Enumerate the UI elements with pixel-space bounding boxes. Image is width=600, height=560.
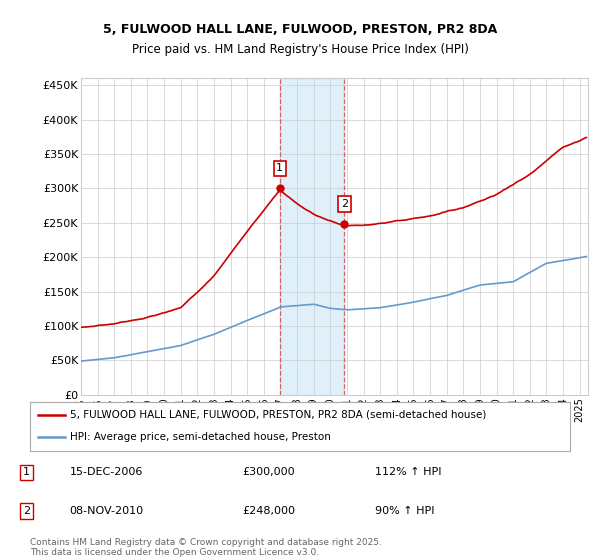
Text: Contains HM Land Registry data © Crown copyright and database right 2025.
This d: Contains HM Land Registry data © Crown c… <box>30 538 382 557</box>
Text: 1: 1 <box>23 468 30 478</box>
Text: £248,000: £248,000 <box>242 506 295 516</box>
Text: 112% ↑ HPI: 112% ↑ HPI <box>375 468 442 478</box>
Text: 5, FULWOOD HALL LANE, FULWOOD, PRESTON, PR2 8DA (semi-detached house): 5, FULWOOD HALL LANE, FULWOOD, PRESTON, … <box>71 410 487 420</box>
Text: £300,000: £300,000 <box>242 468 295 478</box>
Bar <box>280 78 344 395</box>
Text: 15-DEC-2006: 15-DEC-2006 <box>70 468 143 478</box>
Text: 2: 2 <box>23 506 30 516</box>
Text: 1: 1 <box>277 164 283 174</box>
Text: Price paid vs. HM Land Registry's House Price Index (HPI): Price paid vs. HM Land Registry's House … <box>131 43 469 56</box>
Text: 08-NOV-2010: 08-NOV-2010 <box>70 506 144 516</box>
Text: HPI: Average price, semi-detached house, Preston: HPI: Average price, semi-detached house,… <box>71 432 331 442</box>
Text: 2: 2 <box>341 199 348 209</box>
Text: 90% ↑ HPI: 90% ↑ HPI <box>375 506 434 516</box>
Text: 5, FULWOOD HALL LANE, FULWOOD, PRESTON, PR2 8DA: 5, FULWOOD HALL LANE, FULWOOD, PRESTON, … <box>103 24 497 36</box>
